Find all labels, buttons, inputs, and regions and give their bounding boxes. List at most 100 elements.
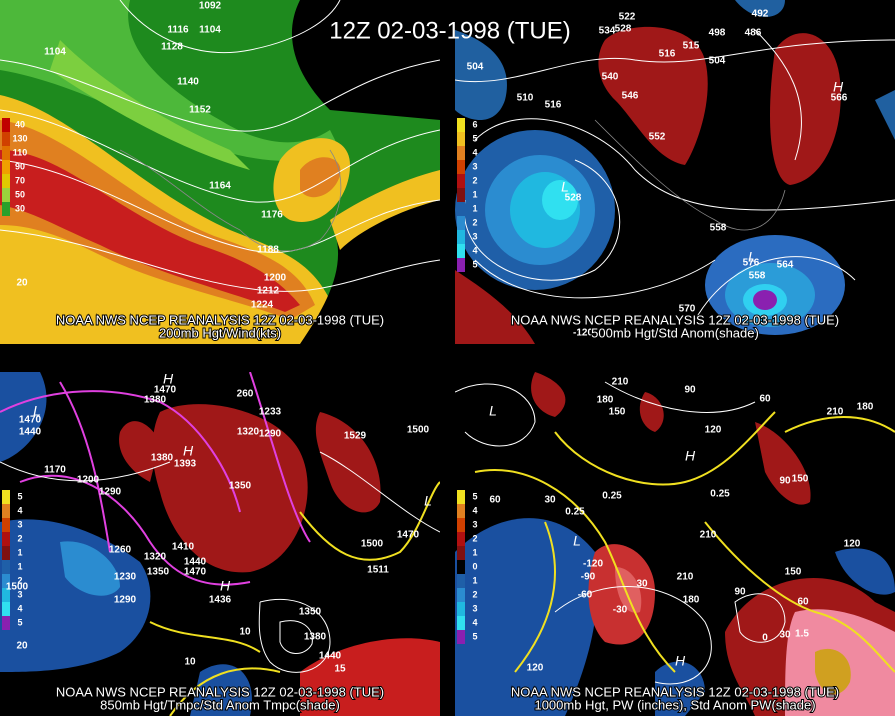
contour-label: -120 <box>573 328 593 339</box>
panel-subtitle: 1000mb Hgt, PW (inches), Std Anom PW(sha… <box>534 697 815 712</box>
panel-subtitle: 500mb Hgt/Std Anom(shade) <box>591 325 759 340</box>
contour-label: 528 <box>615 24 632 35</box>
contour-label: 1436 <box>209 595 232 606</box>
contour-label: 30 <box>636 579 648 590</box>
panel-subtitle: 200mb Hgt/Wind(kts) <box>159 325 281 340</box>
colorbar-swatch <box>457 160 465 174</box>
colorbar-swatch <box>2 532 10 546</box>
contour-label: 1188 <box>257 245 279 256</box>
contour-label: 20 <box>16 278 28 289</box>
colorbar-label: 90 <box>15 161 25 171</box>
colorbar-label: 1 <box>472 547 477 557</box>
panel-caption: NOAA NWS NCEP REANALYSIS 12Z 02-03-1998 … <box>511 312 839 327</box>
contour-label: 0.25 <box>602 491 622 502</box>
contour-label: 1164 <box>209 181 231 192</box>
contour-label: 120 <box>527 663 544 674</box>
contour-label: 498 <box>709 28 726 39</box>
colorbar-label: 30 <box>15 203 25 213</box>
colorbar-label: 5 <box>472 133 477 143</box>
pressure-center: H <box>833 79 844 95</box>
contour-label: 1320 <box>237 427 260 438</box>
contour-label: 210 <box>827 407 844 418</box>
panel-shading <box>0 0 440 344</box>
colorbar-swatch <box>2 160 10 174</box>
colorbar-swatch <box>2 118 10 132</box>
contour-label: 1511 <box>367 565 389 576</box>
contour-label: 558 <box>749 271 766 282</box>
colorbar-swatch <box>457 546 465 560</box>
colorbar-swatch <box>457 244 465 258</box>
contour-label: 1230 <box>114 572 137 583</box>
contour-label: 528 <box>565 193 582 204</box>
colorbar: 40 130 110 90 70 50 30 <box>2 118 28 216</box>
colorbar-swatch <box>2 202 10 216</box>
colorbar-label: 2 <box>472 533 477 543</box>
contour-label: 1260 <box>109 545 132 556</box>
colorbar-swatch <box>457 602 465 616</box>
contour-label: 540 <box>602 72 619 83</box>
contour-label: -120 <box>583 559 603 570</box>
contour-label: 1116 <box>167 25 189 36</box>
pressure-center: L <box>748 249 756 265</box>
colorbar-label: 1 <box>17 561 22 571</box>
contour-label: 1104 <box>44 47 66 58</box>
colorbar-swatch <box>2 546 10 560</box>
contour-label: 150 <box>609 407 626 418</box>
panel-500mb: 6543211234549248652252853451651549850450… <box>455 0 895 344</box>
colorbar-swatch <box>2 602 10 616</box>
contour-label: 510 <box>517 93 534 104</box>
colorbar-label: 2 <box>472 175 477 185</box>
colorbar-label: 4 <box>17 603 22 613</box>
contour-label: 120 <box>705 425 722 436</box>
contour-label: 558 <box>710 223 727 234</box>
contour-label: 1200 <box>77 475 100 486</box>
contour-label: 516 <box>545 100 562 111</box>
contour-label: 150 <box>785 567 802 578</box>
contour-label: 30 <box>544 495 556 506</box>
colorbar-swatch <box>457 230 465 244</box>
contour-label: 180 <box>857 402 874 413</box>
contour-label: 180 <box>597 395 614 406</box>
contour-label: 15 <box>334 664 346 675</box>
panel-shading <box>455 372 895 716</box>
contour-label: 90 <box>779 476 791 487</box>
contour-label: 10 <box>239 627 251 638</box>
colorbar-swatch <box>2 560 10 574</box>
contour-label: 546 <box>622 91 639 102</box>
colorbar-swatch <box>2 504 10 518</box>
colorbar-label: 5 <box>472 491 477 501</box>
contour-label: 60 <box>489 495 501 506</box>
pressure-center: L <box>489 403 497 419</box>
panel-shading <box>455 0 895 344</box>
colorbar-swatch <box>457 616 465 630</box>
contour-label: 1092 <box>199 1 222 12</box>
contour-label: 1212 <box>257 286 280 297</box>
colorbar-label: 3 <box>472 231 477 241</box>
colorbar-label: 4 <box>472 505 477 515</box>
colorbar-label: 0 <box>472 561 477 571</box>
colorbar-swatch <box>457 490 465 504</box>
colorbar-label: 110 <box>13 147 28 157</box>
colorbar-label: 1 <box>472 575 477 585</box>
contour-label: 1152 <box>189 105 211 116</box>
contour-label: 1224 <box>251 300 274 311</box>
colorbar-swatch <box>457 588 465 602</box>
colorbar-swatch <box>457 504 465 518</box>
contour-label: 1380 <box>144 395 167 406</box>
colorbar-swatch <box>2 490 10 504</box>
contour-label: 515 <box>683 41 700 52</box>
colorbar-swatch <box>2 132 10 146</box>
colorbar-label: 2 <box>472 217 477 227</box>
colorbar-label: 2 <box>17 575 22 585</box>
colorbar-swatch <box>2 188 10 202</box>
contour-label: 0.25 <box>710 489 730 500</box>
contour-label: 1350 <box>147 567 170 578</box>
contour-label: 504 <box>709 56 726 67</box>
contour-label: 516 <box>659 49 676 60</box>
contour-label: 150 <box>792 474 809 485</box>
colorbar-label: 4 <box>472 147 477 157</box>
pressure-center: L <box>573 533 581 549</box>
contour-label: 1500 <box>407 425 430 436</box>
colorbar-label: 1 <box>17 547 22 557</box>
